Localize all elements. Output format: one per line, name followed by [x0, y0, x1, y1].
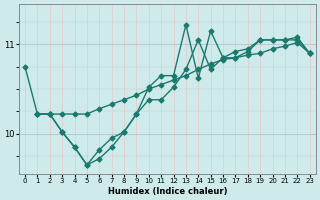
- X-axis label: Humidex (Indice chaleur): Humidex (Indice chaleur): [108, 187, 227, 196]
